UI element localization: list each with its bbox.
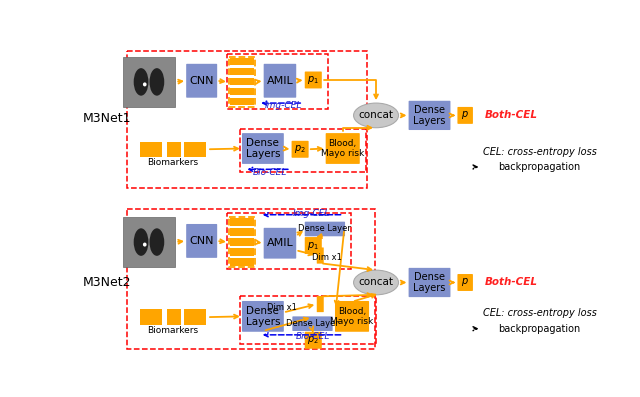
Text: Blood,
Mayo risk: Blood, Mayo risk	[330, 306, 374, 326]
Text: Dim x1: Dim x1	[267, 303, 296, 312]
FancyBboxPatch shape	[264, 64, 296, 98]
Text: Dense Layer: Dense Layer	[298, 224, 351, 233]
Text: $p_1$: $p_1$	[307, 239, 319, 252]
Text: M3Net1: M3Net1	[83, 112, 131, 125]
Bar	[184, 142, 205, 157]
Bar	[230, 258, 254, 266]
FancyBboxPatch shape	[408, 101, 451, 130]
FancyBboxPatch shape	[317, 247, 324, 264]
Text: Both-CEL: Both-CEL	[484, 278, 538, 287]
Text: CEL: cross-entropy loss: CEL: cross-entropy loss	[483, 146, 597, 156]
FancyBboxPatch shape	[408, 268, 451, 297]
FancyBboxPatch shape	[305, 71, 322, 89]
Bar	[140, 309, 162, 325]
Text: CEL: cross-entropy loss: CEL: cross-entropy loss	[483, 308, 597, 318]
Text: Blood,
Mayo risk: Blood, Mayo risk	[321, 139, 364, 158]
Text: $p$: $p$	[461, 276, 469, 289]
Text: $p$: $p$	[461, 110, 469, 121]
Text: Dense
Layers: Dense Layers	[246, 138, 280, 159]
FancyBboxPatch shape	[186, 224, 217, 258]
Bar	[127, 51, 367, 188]
FancyBboxPatch shape	[305, 222, 345, 236]
FancyBboxPatch shape	[458, 107, 473, 124]
Bar	[230, 88, 254, 96]
FancyBboxPatch shape	[186, 64, 217, 98]
Text: Both-CEL: Both-CEL	[484, 110, 538, 120]
Bar	[167, 142, 180, 157]
Bar	[241, 129, 366, 172]
Text: Img-CEL: Img-CEL	[264, 101, 301, 110]
Text: AMIL: AMIL	[267, 76, 293, 86]
FancyBboxPatch shape	[264, 228, 296, 258]
Bar	[230, 67, 254, 75]
Bar	[230, 248, 254, 256]
Text: backpropagation: backpropagation	[499, 162, 580, 172]
Bar	[230, 98, 254, 106]
Bar	[140, 142, 162, 157]
Text: CNN: CNN	[189, 76, 214, 86]
Text: Biomarkers: Biomarkers	[147, 158, 198, 167]
Text: $p_2$: $p_2$	[294, 143, 306, 155]
FancyBboxPatch shape	[292, 141, 308, 158]
Bar	[227, 213, 351, 269]
Text: CNN: CNN	[189, 236, 214, 246]
Text: Img-CEL: Img-CEL	[293, 209, 330, 218]
FancyBboxPatch shape	[326, 133, 360, 164]
Text: $p_1$: $p_1$	[307, 74, 319, 86]
Text: Dense Layer: Dense Layer	[286, 319, 339, 328]
FancyBboxPatch shape	[292, 316, 333, 331]
Text: Bio-CEL: Bio-CEL	[253, 168, 287, 177]
FancyBboxPatch shape	[335, 301, 369, 332]
Bar	[230, 238, 254, 246]
Bar	[229, 217, 255, 267]
Ellipse shape	[134, 228, 148, 256]
FancyBboxPatch shape	[305, 237, 322, 254]
Bar	[230, 218, 254, 225]
Text: Dense
Layers: Dense Layers	[246, 306, 280, 327]
Bar	[123, 57, 175, 107]
Bar	[241, 296, 376, 344]
Ellipse shape	[353, 103, 399, 128]
Bar	[167, 309, 180, 325]
Bar	[127, 209, 374, 349]
Text: backpropagation: backpropagation	[499, 324, 580, 334]
Bar	[184, 309, 205, 325]
Text: concat: concat	[358, 278, 394, 287]
FancyBboxPatch shape	[242, 301, 284, 332]
Bar	[230, 78, 254, 85]
Bar	[230, 228, 254, 236]
Text: Dim x1: Dim x1	[312, 253, 341, 262]
Ellipse shape	[150, 68, 164, 96]
Text: Dense
Layers: Dense Layers	[413, 272, 445, 293]
Text: AMIL: AMIL	[267, 238, 293, 248]
Bar	[230, 58, 254, 66]
Ellipse shape	[143, 83, 147, 87]
Bar	[229, 57, 255, 107]
Ellipse shape	[143, 243, 147, 247]
Text: Bio-CEL: Bio-CEL	[296, 332, 330, 341]
FancyBboxPatch shape	[242, 133, 284, 164]
Text: Dense
Layers: Dense Layers	[413, 104, 445, 126]
Ellipse shape	[150, 228, 164, 256]
Ellipse shape	[353, 270, 399, 295]
Bar	[227, 54, 328, 109]
FancyBboxPatch shape	[317, 296, 324, 312]
Bar	[123, 217, 175, 267]
Text: M3Net2: M3Net2	[83, 276, 131, 289]
Text: concat: concat	[358, 110, 394, 120]
Text: $p_2$: $p_2$	[307, 334, 319, 346]
Text: Biomarkers: Biomarkers	[147, 326, 198, 335]
FancyBboxPatch shape	[305, 332, 322, 349]
Ellipse shape	[134, 68, 148, 96]
FancyBboxPatch shape	[458, 274, 473, 291]
